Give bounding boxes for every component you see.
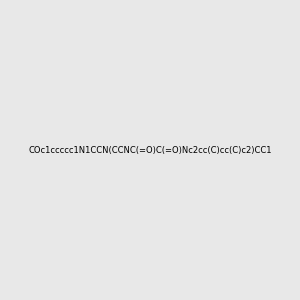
Text: COc1ccccc1N1CCN(CCNC(=O)C(=O)Nc2cc(C)cc(C)c2)CC1: COc1ccccc1N1CCN(CCNC(=O)C(=O)Nc2cc(C)cc(… <box>28 146 272 154</box>
